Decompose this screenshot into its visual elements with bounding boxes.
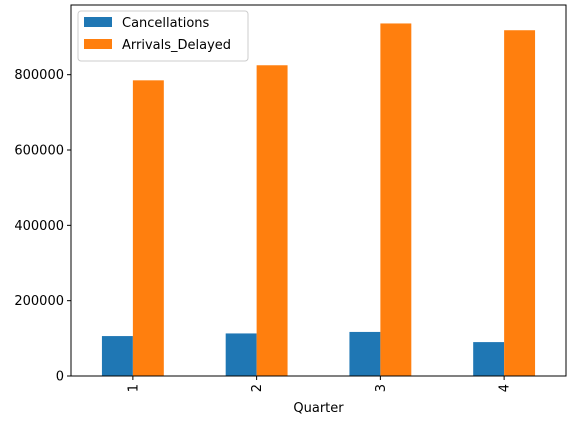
legend-swatch-arrivals-delayed (84, 39, 112, 49)
legend: Cancellations Arrivals_Delayed (77, 10, 249, 62)
bar-arrivals-delayed-q4 (504, 30, 536, 376)
legend-label-cancellations: Cancellations (122, 16, 210, 31)
bar-arrivals-delayed-q1 (132, 80, 164, 376)
bar-arrivals-delayed-q3 (380, 23, 412, 376)
x-axis: 1 2 3 4 (126, 376, 513, 392)
legend-label-arrivals-delayed: Arrivals_Delayed (122, 38, 231, 53)
y-axis: 0 200000 400000 600000 800000 (14, 68, 71, 385)
x-tick-label: 1 (126, 384, 141, 392)
x-tick-label: 3 (374, 384, 389, 392)
bar-cancellations-q4 (473, 342, 505, 376)
y-tick-label: 800000 (14, 68, 64, 83)
y-tick-label: 200000 (14, 294, 64, 309)
bar-cancellations-q1 (101, 336, 133, 376)
bars-layer (101, 23, 536, 376)
x-axis-label: Quarter (293, 401, 344, 416)
plot-area-frame (70, 4, 567, 377)
bar-cancellations-q2 (225, 333, 257, 376)
bar-cancellations-q3 (349, 331, 381, 376)
legend-swatch-cancellations (84, 17, 112, 27)
x-tick-label: 4 (498, 384, 513, 392)
legend-frame (77, 10, 249, 62)
bar-arrivals-delayed-q2 (256, 65, 288, 376)
y-tick-label: 0 (56, 370, 64, 385)
y-tick-label: 600000 (14, 144, 64, 159)
y-tick-label: 400000 (14, 219, 64, 234)
x-tick-label: 2 (250, 384, 265, 392)
